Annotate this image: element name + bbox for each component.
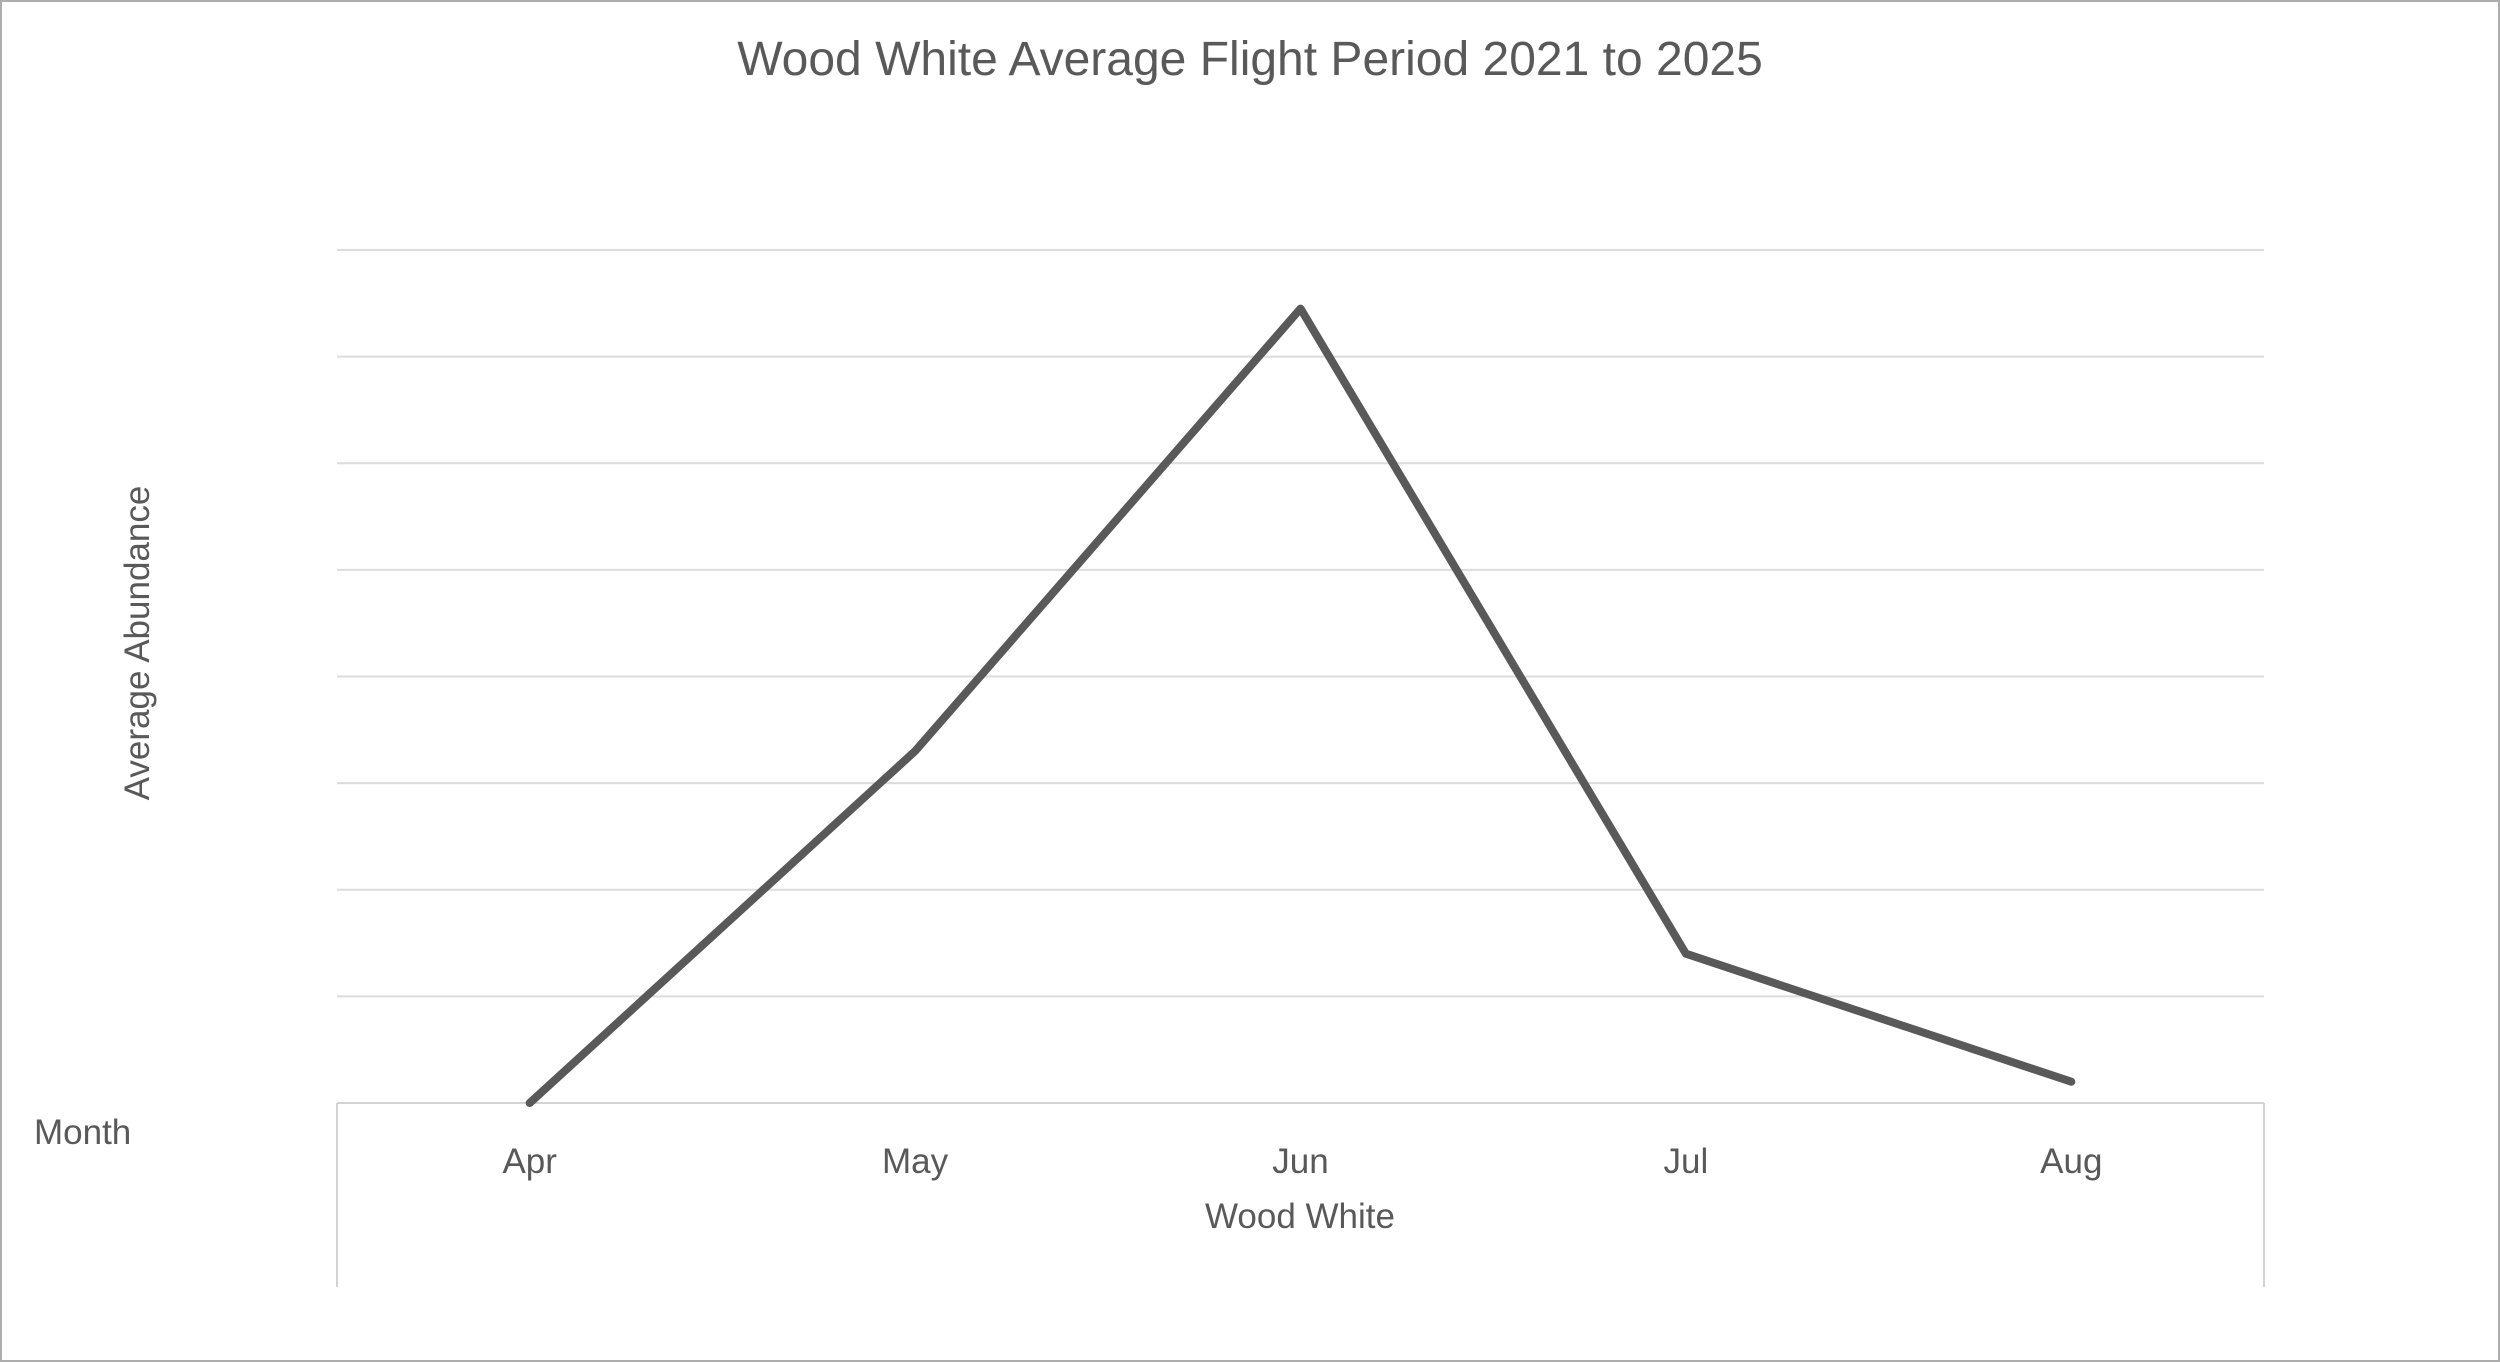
series-line-wood-white — [525, 304, 2076, 1107]
x-tick-label: Jun — [1272, 1142, 1329, 1181]
y-axis-title: Average Abundance — [118, 485, 157, 801]
x-tick-label: Aug — [2040, 1142, 2103, 1181]
x-tick-label: Apr — [502, 1142, 557, 1181]
series-group-label: Wood White — [1205, 1197, 1395, 1236]
chart-title: Wood White Average Flight Period 2021 to… — [737, 33, 1763, 86]
x-axis-title: Month — [34, 1113, 132, 1152]
x-tick-label: May — [882, 1142, 949, 1181]
x-tick-label: Jul — [1663, 1142, 1709, 1181]
